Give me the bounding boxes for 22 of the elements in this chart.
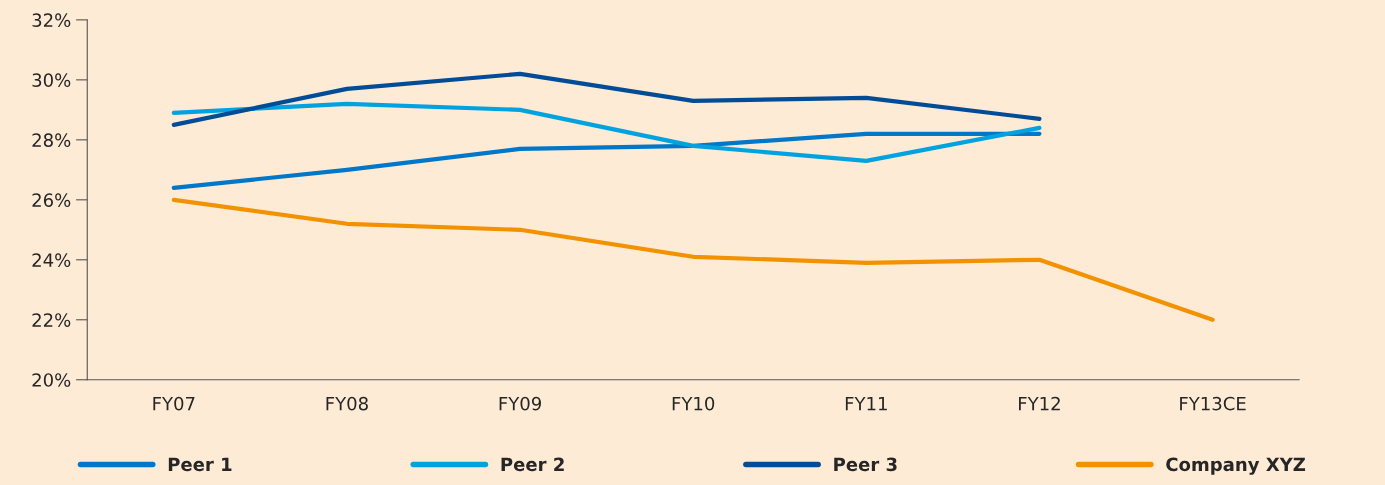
y-tick-label: 30%: [32, 73, 71, 87]
line-series: [171, 101, 1042, 163]
x-tick-label: FY08: [326, 396, 368, 411]
y-tick-label: 24%: [32, 253, 71, 267]
y-tick-label: 28%: [32, 133, 71, 147]
x-tick-label: FY09: [499, 396, 541, 411]
legend-label: Company XYZ: [1166, 457, 1306, 475]
y-tick-label: 26%: [32, 193, 71, 207]
x-tick-label: FY12: [1019, 396, 1060, 411]
legend-label: Peer 1: [168, 457, 232, 472]
x-tick-label: FY07: [153, 396, 195, 411]
legend-label: Peer 2: [501, 457, 564, 472]
y-tick-label: 32%: [32, 13, 71, 27]
legend-label: Peer 3: [834, 457, 897, 472]
x-tick-label: FY10: [672, 396, 715, 411]
line-series: [171, 71, 1042, 127]
x-tick-label: FY11: [845, 396, 887, 411]
line-series: [171, 131, 1042, 190]
y-tick-label: 20%: [32, 373, 71, 387]
y-tick-label: 22%: [32, 313, 71, 327]
x-tick-label: FY13CE: [1180, 396, 1246, 411]
line-series: [171, 197, 1215, 322]
